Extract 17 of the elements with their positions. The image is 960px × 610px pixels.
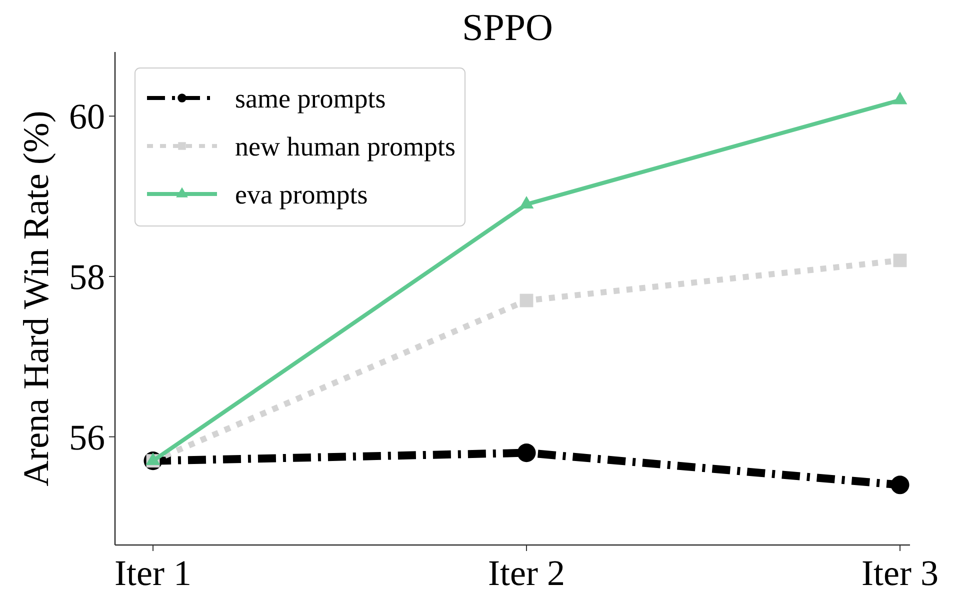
chart-title: SPPO bbox=[462, 7, 553, 49]
point bbox=[517, 444, 536, 462]
legend-label: new human prompts bbox=[235, 131, 456, 162]
point bbox=[890, 476, 910, 494]
x-tick-label: Iter 2 bbox=[488, 553, 565, 593]
legend-label: eva prompts bbox=[235, 179, 368, 210]
point bbox=[519, 196, 534, 208]
point bbox=[892, 92, 908, 104]
x-tick-label: Iter 3 bbox=[862, 553, 938, 593]
y-axis-title: Arena Hard Win Rate (%) bbox=[16, 110, 56, 486]
x-tick-label: Iter 1 bbox=[114, 553, 192, 593]
point bbox=[520, 294, 534, 308]
point bbox=[893, 254, 907, 268]
y-tick-label: 60 bbox=[69, 96, 105, 137]
y-tick-label: 56 bbox=[69, 417, 105, 458]
legend-label: same prompts bbox=[235, 83, 386, 114]
y-tick-label: 58 bbox=[69, 257, 105, 298]
